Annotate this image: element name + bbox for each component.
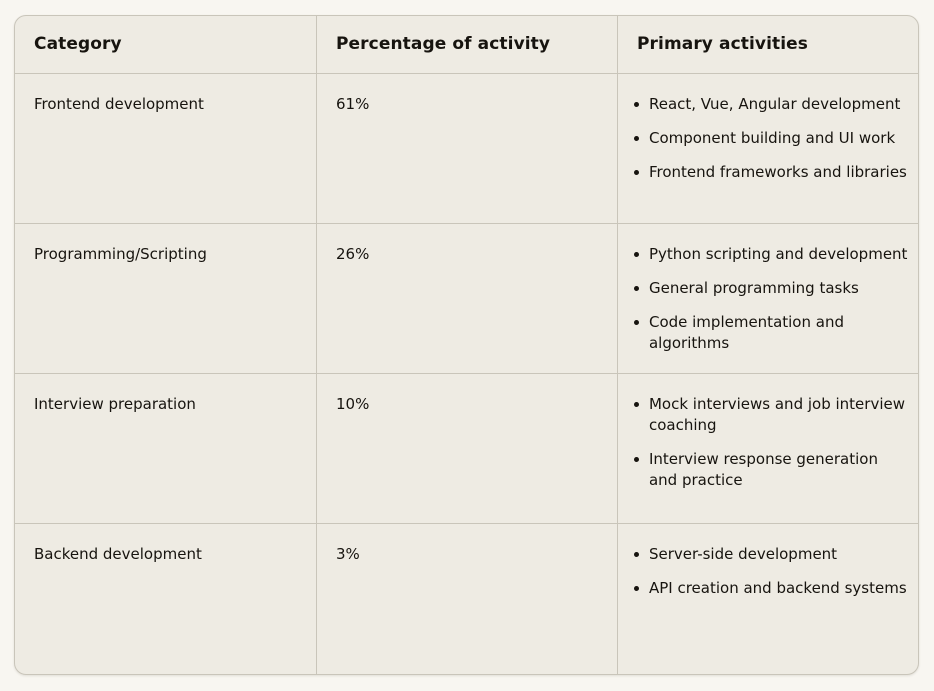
activity-item: Python scripting and development — [633, 244, 910, 265]
column-header-percentage: Percentage of activity — [315, 16, 617, 73]
activities-list: Server-side development API creation and … — [633, 544, 910, 599]
table-header-row: Category Percentage of activity Primary … — [15, 16, 918, 73]
activities-list: React, Vue, Angular development Component… — [633, 94, 910, 183]
activities-cell: Mock interviews and job interview coachi… — [616, 374, 918, 523]
percentage-cell: 26% — [315, 224, 617, 373]
activity-item: Component building and UI work — [633, 128, 910, 149]
percentage-cell: 10% — [315, 374, 617, 523]
percentage-cell: 61% — [315, 74, 617, 223]
activity-item: Frontend frameworks and libraries — [633, 162, 910, 183]
activities-cell: React, Vue, Angular development Component… — [616, 74, 918, 223]
activities-cell: Server-side development API creation and … — [616, 524, 918, 674]
activity-item: React, Vue, Angular development — [633, 94, 910, 115]
activity-item: Code implementation and algorithms — [633, 312, 910, 354]
category-cell: Backend development — [34, 545, 202, 563]
table-row: Interview preparation 10% Mock interview… — [15, 373, 918, 523]
table-row: Backend development 3% Server-side devel… — [15, 523, 918, 674]
activities-list: Mock interviews and job interview coachi… — [633, 394, 910, 491]
table-row: Programming/Scripting 26% Python scripti… — [15, 223, 918, 373]
category-cell: Programming/Scripting — [34, 245, 207, 263]
activities-cell: Python scripting and development General … — [616, 224, 918, 373]
activities-list: Python scripting and development General … — [633, 244, 910, 354]
activity-item: General programming tasks — [633, 278, 910, 299]
column-header-primary-activities: Primary activities — [616, 16, 918, 73]
activity-item: API creation and backend systems — [633, 578, 910, 599]
activity-breakdown-table: Category Percentage of activity Primary … — [14, 15, 919, 675]
activity-item: Interview response generation and practi… — [633, 449, 910, 491]
category-cell: Frontend development — [34, 95, 204, 113]
percentage-cell: 3% — [315, 524, 617, 674]
table-row: Frontend development 61% React, Vue, Ang… — [15, 73, 918, 223]
activity-item: Mock interviews and job interview coachi… — [633, 394, 910, 436]
column-header-category: Category — [34, 34, 122, 54]
activity-item: Server-side development — [633, 544, 910, 565]
category-cell: Interview preparation — [34, 395, 196, 413]
